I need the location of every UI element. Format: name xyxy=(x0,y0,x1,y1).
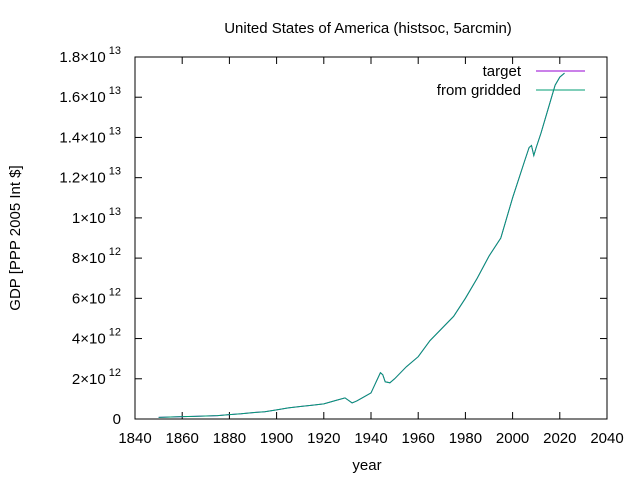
legend-label: target xyxy=(483,63,522,80)
x-tick-label: 2000 xyxy=(496,430,529,447)
x-axis-label: year xyxy=(352,457,381,474)
series-line-target xyxy=(158,72,565,418)
plot-frame xyxy=(134,56,608,420)
y-axis-label: GDP [PPP 2005 Int $] xyxy=(7,165,24,310)
y-tick-label: 8×10 12 xyxy=(72,246,121,267)
legend: target from gridded xyxy=(437,63,585,99)
y-tick-label: 4×10 12 xyxy=(72,327,121,348)
y-tick-label: 6×10 12 xyxy=(72,286,121,307)
chart-title: United States of America (histsoc, 5arcm… xyxy=(224,20,512,37)
legend-label: from gridded xyxy=(437,82,521,99)
y-tick-label: 1×10 13 xyxy=(72,206,121,227)
x-tick-label: 1860 xyxy=(166,430,199,447)
x-tick-label: 1940 xyxy=(354,430,387,447)
x-tick-label: 2020 xyxy=(543,430,576,447)
x-tick-label: 1880 xyxy=(213,430,246,447)
x-tick-label: 1840 xyxy=(118,430,151,447)
y-tick-label: 1.4×10 13 xyxy=(59,125,121,146)
x-tick-label: 2040 xyxy=(590,430,623,447)
y-tick-label: 1.2×10 13 xyxy=(59,166,121,187)
y-tick-label: 1.8×10 13 xyxy=(59,45,121,66)
y-tick-label: 0 xyxy=(113,411,121,428)
x-tick-label: 1900 xyxy=(260,430,293,447)
axis-ticks: 1840 1860 1880 1900 1920 1940 1960 1980 2000 2020… xyxy=(59,45,623,447)
x-tick-label: 1980 xyxy=(449,430,482,447)
y-tick-label: 1.6×10 13 xyxy=(59,85,121,106)
x-tick-label: 1920 xyxy=(307,430,340,447)
series-lines xyxy=(158,72,565,418)
x-tick-label: 1960 xyxy=(402,430,435,447)
y-tick-label: 2×10 12 xyxy=(72,367,121,388)
series-line-from-gridded xyxy=(158,72,565,418)
